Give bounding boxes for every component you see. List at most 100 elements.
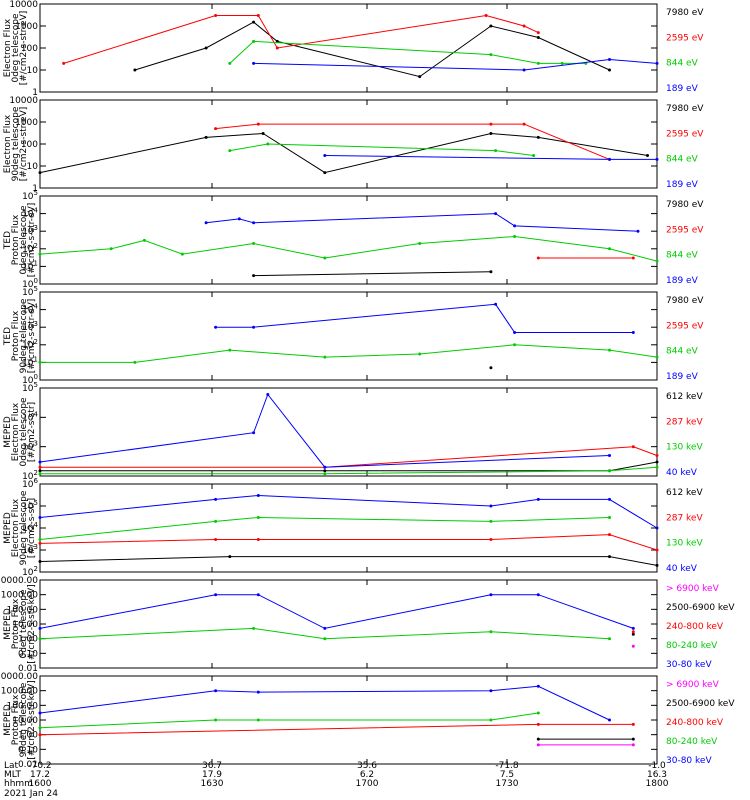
data-point	[38, 465, 42, 469]
data-point	[38, 252, 42, 256]
series-line	[39, 723, 634, 736]
x-axis-row-label: hhmm	[4, 779, 33, 789]
data-point	[513, 235, 517, 238]
data-point	[536, 711, 540, 715]
data-point	[38, 626, 42, 630]
x-tick-mlt: 17.9	[202, 770, 222, 780]
y-tick-label: 10000.00	[0, 576, 38, 586]
y-tick-label: 101	[22, 259, 38, 272]
data-point	[109, 247, 113, 251]
data-point	[608, 157, 611, 161]
y-tick-label: 102	[22, 338, 38, 351]
data-point	[214, 593, 218, 597]
x-tick-lat: 36.7	[202, 761, 222, 771]
data-point	[636, 229, 640, 233]
legend-entry: 844 eV	[666, 347, 699, 357]
y-tick-label: 101	[22, 355, 38, 368]
series-line	[39, 627, 610, 640]
data-point	[214, 519, 218, 523]
data-point	[489, 366, 493, 370]
legend-entry: 240-800 keV	[666, 718, 724, 728]
data-point	[252, 20, 256, 24]
data-point	[228, 555, 232, 559]
data-point	[204, 46, 208, 50]
legend-entry: 130 keV	[666, 539, 703, 549]
data-point	[489, 593, 493, 597]
legend-entry: 287 keV	[666, 513, 703, 523]
data-point	[256, 690, 260, 694]
series-line	[215, 303, 634, 333]
data-point	[266, 393, 270, 396]
data-point	[252, 274, 256, 278]
data-point	[252, 626, 256, 630]
legend-entry: 2500-6900 keV	[666, 603, 735, 613]
data-point	[608, 68, 611, 72]
series-line	[39, 516, 610, 540]
series-line	[39, 494, 658, 529]
data-point	[655, 355, 659, 359]
legend-entry: 2595 eV	[666, 225, 704, 235]
y-tick-label: 100.00	[7, 605, 39, 615]
data-point	[536, 593, 540, 597]
series-line	[229, 143, 534, 156]
data-point	[646, 154, 649, 157]
y-tick-label: 100	[21, 44, 38, 54]
legend-entry: 7980 eV	[666, 104, 704, 114]
data-point	[513, 331, 517, 334]
data-point	[38, 360, 42, 364]
series-line	[39, 685, 610, 721]
y-tick-label: 1000.00	[1, 687, 38, 697]
legend-entry: 189 eV	[666, 180, 699, 190]
data-point	[252, 242, 256, 245]
legend-entry: 2595 eV	[666, 129, 704, 139]
data-point	[256, 494, 260, 497]
data-point	[256, 593, 260, 597]
series-line	[39, 132, 648, 174]
data-point	[38, 733, 42, 737]
data-point	[536, 722, 540, 726]
y-tick-label: 10	[27, 66, 39, 76]
data-point	[489, 538, 493, 541]
data-point	[214, 325, 218, 329]
legend-entry: 40 keV	[666, 564, 698, 574]
series-line	[40, 466, 658, 475]
data-point	[608, 58, 611, 61]
y-tick-label: 103	[22, 543, 38, 556]
x-axis-row-label: MLT	[4, 770, 22, 780]
series-line	[134, 21, 610, 78]
data-point	[631, 331, 635, 334]
y-tick-label: 105	[22, 381, 38, 394]
data-point	[536, 737, 540, 741]
x-axis-row-label: Lat	[4, 761, 19, 771]
y-tick-label: 10000	[9, 96, 38, 106]
x-tick-hhmm: 1630	[201, 779, 224, 789]
y-tick-label: 1000	[15, 118, 38, 128]
data-point	[608, 247, 611, 251]
data-point	[522, 122, 526, 126]
y-tick-label: 10.00	[12, 620, 38, 630]
data-point	[536, 743, 540, 747]
series-line	[39, 534, 658, 551]
data-point	[655, 563, 659, 567]
panel-frame	[39, 3, 658, 93]
data-point	[38, 171, 42, 175]
data-point	[38, 460, 42, 464]
data-point	[608, 497, 611, 501]
data-point	[38, 469, 42, 473]
y-tick-label: 103	[22, 440, 38, 453]
legend-entry: 844 eV	[666, 251, 699, 261]
data-point	[38, 541, 42, 545]
data-point	[608, 555, 611, 559]
data-point	[256, 122, 260, 126]
data-point	[133, 360, 137, 364]
panel-frame	[39, 291, 658, 381]
data-point	[261, 132, 265, 135]
legend-entry: 844 eV	[666, 155, 699, 165]
y-tick-label: 100	[22, 373, 38, 386]
y-axis-label: TEDProton Flux90deg telescope[#/cm2-s-st…	[3, 298, 37, 373]
data-point	[323, 154, 327, 157]
y-tick-label: 0.10	[18, 745, 38, 755]
data-point	[522, 68, 526, 72]
panel-frame	[39, 387, 658, 477]
